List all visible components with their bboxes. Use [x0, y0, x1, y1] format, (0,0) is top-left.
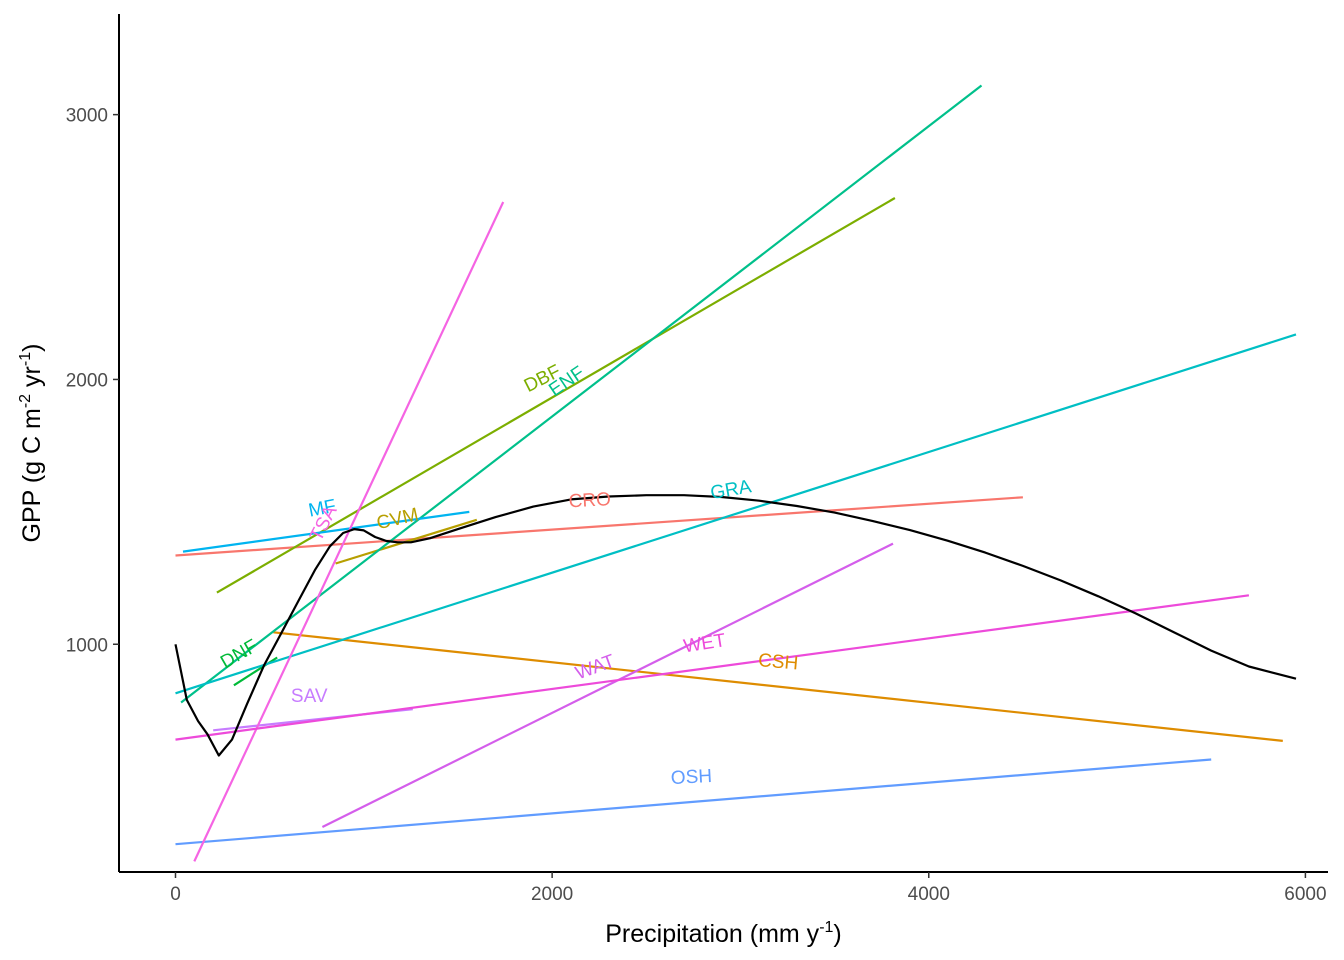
series-label-cro: CRO	[568, 489, 611, 512]
y-axis-title: GPP (g C m-2 yr-1)	[17, 344, 46, 543]
x-tick-label: 0	[170, 884, 181, 905]
series-line-wet	[175, 594, 1250, 741]
series-label-wet: WET	[682, 630, 727, 657]
series-line-mf	[182, 510, 470, 553]
series-line-csh	[273, 631, 1283, 742]
series-label-sav: SAV	[291, 686, 328, 707]
y-tick-label: 2000	[66, 370, 108, 391]
y-tick-label: 3000	[66, 106, 108, 127]
series-line-gra	[175, 333, 1297, 695]
series-line-cro	[175, 496, 1023, 557]
series-line-enf	[180, 84, 983, 704]
series-label-cvm: CVM	[375, 504, 421, 534]
series-lines	[174, 84, 1297, 862]
x-tick-label: 4000	[908, 884, 950, 905]
y-axis-ticks: 1000 2000 3000	[66, 106, 119, 656]
series-line-wat	[321, 542, 894, 828]
series-label-osh: OSH	[670, 766, 712, 789]
series-label-csh: CSH	[757, 650, 799, 674]
x-tick-label: 6000	[1284, 884, 1326, 905]
series-line-osh	[175, 758, 1212, 846]
y-tick-label: 1000	[66, 635, 108, 656]
series-line-overall-curve	[174, 494, 1297, 757]
series-label-wat: WAT	[573, 651, 618, 685]
x-tick-label: 2000	[531, 884, 573, 905]
x-axis-ticks: 0 2000 4000 6000	[170, 872, 1327, 905]
series-line-dbf	[216, 197, 896, 594]
series-label-mf: MF	[307, 496, 338, 522]
x-axis-title: Precipitation (mm y-1)	[605, 919, 842, 948]
